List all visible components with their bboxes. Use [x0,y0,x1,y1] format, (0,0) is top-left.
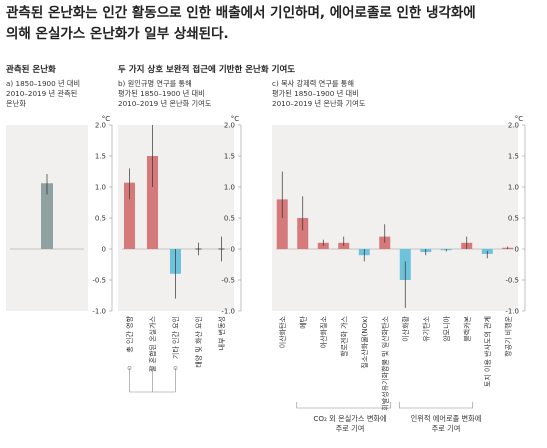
y-tick-label: 0.5 [508,215,519,223]
bracket-aerosol [398,402,474,409]
y-tick-label: -0.5 [221,277,235,285]
bar [297,218,309,249]
y-tick-label: 1.5 [508,153,519,161]
panel-b-sub3: 2010–2019 년 온난화 기여도 [118,99,212,108]
category-label: 항공기 비행운 [503,315,512,356]
bracket-left-label-line1: CO₂ 외 온실가스 변화에 [313,414,386,423]
y-tick-label: 0 [102,246,106,254]
panel-a-y-axis: °C2.0 1.5 1.0 0.5 0 -0.5 -1.0 [92,115,113,316]
panel-c-y-axis: °C2.0 1.5 1.0 0.5 0 -0.5 -1.0 [505,115,526,316]
category-label: 휘발성유기화합물 및 일산화탄소 [380,315,389,410]
y-tick-label: -1.0 [92,308,106,316]
y-tick-label: 1.0 [508,184,519,192]
category-label: 블랙카본 [462,315,471,341]
bracket-left-label-line2: 주로 기여 [336,424,365,433]
y-tick-label: -1.0 [505,308,519,316]
panel-c-bars: 이산화탄소 메탄 아산화질소 할로겐화 가스 질소산화물(NOx) 휘발성유기화합물 및 … [276,171,514,411]
y-tick-label: 1.5 [95,153,106,161]
y-tick-label: 0.5 [224,215,235,223]
category-label: 총 인간 영향 [125,315,134,352]
panel-c-sub3: 2010–2019 년 온난화 기여도 [272,99,366,108]
panel-a-sub1: a) 1850–1900 년 대비 [6,79,80,88]
y-tick-label: 1.0 [95,184,106,192]
y-tick-label: 0.5 [95,215,106,223]
panel-b-sub1: b) 원인규명 연구를 통해 [118,79,192,88]
y-tick-label: 0 [231,246,235,254]
figure-title-line2: 의해 온실가스 온난화가 일부 상쇄된다. [6,25,229,42]
y-tick-label: 2.0 [95,122,106,130]
panel-c-bracket-lines [296,402,474,409]
y-tick-label: -0.5 [92,277,106,285]
bracket-right-label-line2: 주로 기여 [432,424,461,433]
observed-header: 관측된 온난화 [6,64,56,75]
bar [276,199,288,249]
panel-c-background [272,125,518,311]
connector-dot [127,366,132,370]
category-label: 아산화질소 [319,315,328,348]
category-label: 이산화탄소 [278,315,287,348]
panel-b-y-axis: °C2.0 1.5 1.0 0.5 0 -0.5 -1.0 [221,115,242,316]
panel-b-background [118,125,234,311]
bracket-right-label-line1: 인위적 에어로졸 변화에 [411,414,482,423]
panel-a-sub2: 2010–2019 년 관측된 [6,89,77,98]
y-tick-label: 1.5 [224,153,235,161]
category-label: 암모니아 [442,315,451,341]
figure-title-line1: 관측된 온난화는 인간 활동으로 인한 배출에서 기인하며, 에어로졸로 인한 … [6,4,476,21]
panel-a-sub3: 온난화 [6,99,26,108]
y-axis-unit: °C [515,115,524,123]
category-label: 토지 이용 반사도의 관계 [483,316,492,387]
category-label: 이산화황 [401,315,410,341]
category-label: 질소산화물(NOx) [360,316,369,369]
panel-b-sub2: 평가된 1850–1900 년 대비 [118,89,205,98]
category-label: 메탄 [298,315,307,328]
category-label: 태양 및 화산 요인 [194,316,203,368]
panel-c-sub2: 평가된 1850–1900 년 대비 [272,89,359,98]
y-axis-unit: °C [231,115,240,123]
bar [41,183,53,249]
y-axis-unit: °C [102,115,111,123]
category-label: 기타 인간 요인 [171,316,180,359]
panel-a-bars [10,173,84,250]
y-tick-label: 1.0 [224,184,235,192]
y-tick-label: 0 [515,246,519,254]
bar [147,156,158,249]
y-tick-label: -1.0 [221,308,235,316]
category-label: 잘 혼합된 온실가스 [148,315,157,372]
group-header: 두 가지 상호 보완적 접근에 기반한 온난화 기여도 [118,64,295,75]
y-tick-label: 2.0 [224,122,235,130]
y-tick-label: 2.0 [508,122,519,130]
bar [124,182,135,249]
category-label: 내부 변동성 [217,316,226,350]
category-label: 유기탄소 [421,315,430,341]
category-label: 할로겐화 가스 [339,315,348,356]
y-tick-label: -0.5 [505,277,519,285]
panel-c-sub1: c) 복사 강제력 연구를 통해 [272,79,354,88]
connector-dot [150,366,155,370]
panel-b-bars: 총 인간 영향 잘 혼합된 온실가스 기타 인간 요인 태양 및 화산 요인 내부 변동… [122,125,230,372]
connector-dot [173,366,178,370]
panel-b-bracket-lines [127,366,178,393]
bracket-non-co2-ghg [296,402,392,409]
